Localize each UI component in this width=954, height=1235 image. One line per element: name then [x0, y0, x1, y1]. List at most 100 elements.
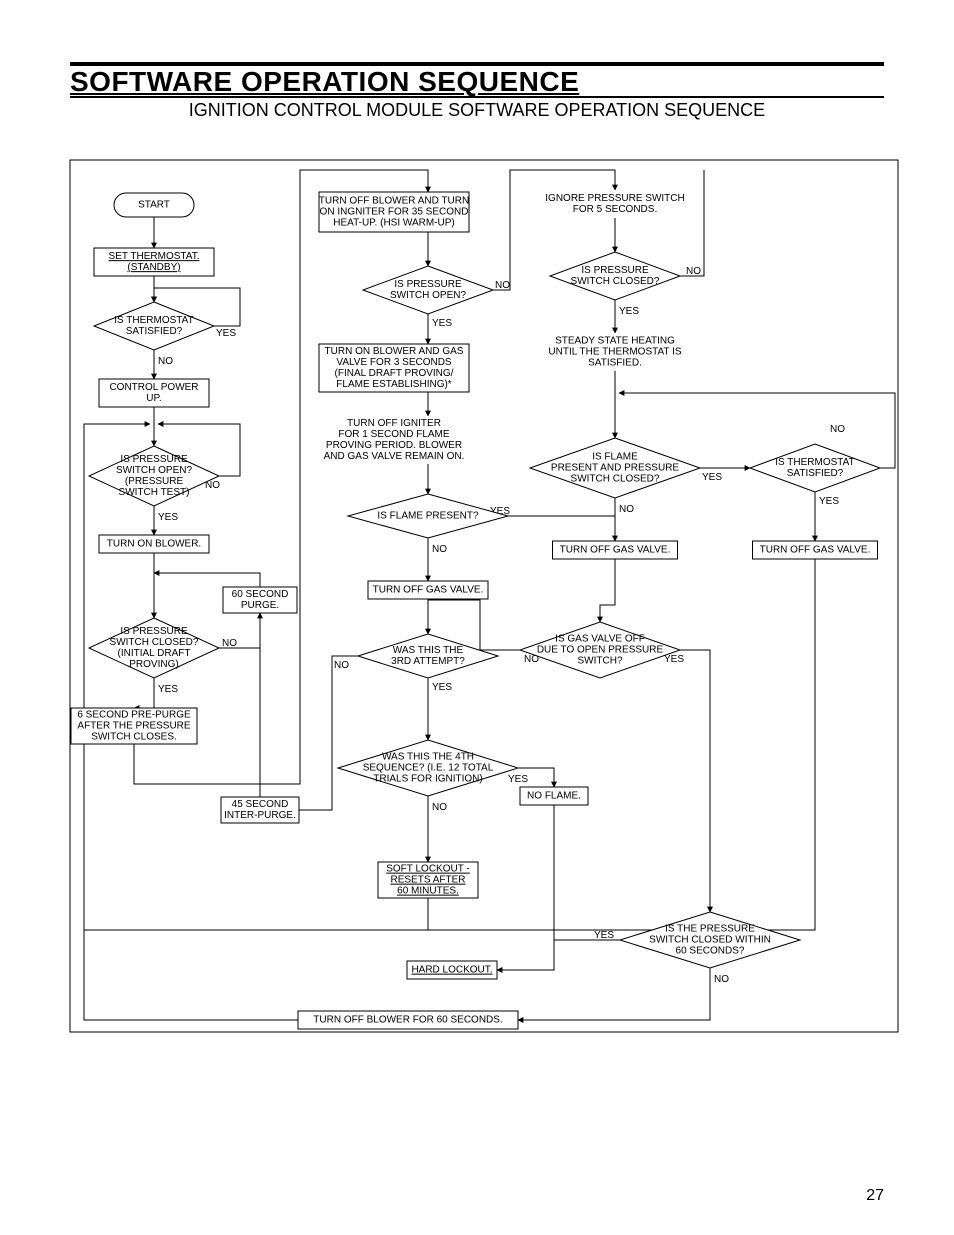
svg-text:TURN OFF IGNITER: TURN OFF IGNITER [347, 418, 441, 429]
edge-label: NO [830, 424, 845, 435]
svg-text:UP.: UP. [146, 393, 161, 404]
svg-text:PURGE.: PURGE. [241, 600, 279, 611]
svg-text:IS FLAME: IS FLAME [592, 452, 638, 463]
node-softLock: SOFT LOCKOUT -RESETS AFTER60 MINUTES. [378, 862, 478, 898]
svg-text:SWITCH OPEN?: SWITCH OPEN? [390, 290, 467, 301]
svg-text:IS PRESSURE: IS PRESSURE [581, 265, 649, 276]
svg-text:TURN OFF GAS VALVE.: TURN OFF GAS VALVE. [560, 545, 671, 556]
svg-text:IS GAS VALVE OFF: IS GAS VALVE OFF [555, 634, 645, 645]
svg-text:TRIALS FOR IGNITION): TRIALS FOR IGNITION) [373, 774, 482, 785]
svg-text:SATISFIED?: SATISFIED? [787, 468, 844, 479]
edge [497, 805, 554, 970]
svg-text:FOR 1 SECOND FLAME: FOR 1 SECOND FLAME [338, 429, 449, 440]
node-turnOnBlow: TURN ON BLOWER. [99, 535, 209, 553]
node-start: START [114, 193, 194, 217]
edge-label: YES [216, 328, 236, 339]
svg-text:SWITCH CLOSED?: SWITCH CLOSED? [110, 637, 199, 648]
node-gvOffPSQ: IS GAS VALVE OFFDUE TO OPEN PRESSURESWIT… [520, 622, 680, 678]
svg-text:HEAT-UP. (HSI WARM-UP): HEAT-UP. (HSI WARM-UP) [333, 218, 454, 229]
svg-text:PRESENT AND PRESSURE: PRESENT AND PRESSURE [551, 463, 680, 474]
svg-text:WAS THIS THE: WAS THIS THE [393, 645, 464, 656]
node-ignorePS5: IGNORE PRESSURE SWITCHFOR 5 SECONDS. [540, 190, 690, 218]
node-offGas3: TURN OFF GAS VALVE. [753, 541, 878, 559]
page-number: 27 [866, 1187, 884, 1205]
node-flamePresQ: IS FLAME PRESENT? [348, 494, 508, 538]
node-thermoSat: IS THERMOSTATSATISFIED? [94, 302, 214, 350]
edge-label: YES [158, 512, 178, 523]
node-ps60Q: IS THE PRESSURESWITCH CLOSED WITHIN60 SE… [620, 912, 800, 968]
node-purge60: 60 SECONDPURGE. [223, 587, 297, 613]
node-pressOpenQ: IS PRESSURESWITCH OPEN?(PRESSURESWITCH T… [89, 446, 219, 506]
page-canvas: SOFTWARE OPERATION SEQUENCE IGNITION CON… [0, 0, 954, 1235]
svg-text:INTER-PURGE.: INTER-PURGE. [224, 810, 296, 821]
svg-text:SWITCH TEST): SWITCH TEST) [119, 487, 190, 498]
svg-text:IS THERMOSTAT: IS THERMOSTAT [775, 457, 854, 468]
svg-text:SWITCH?: SWITCH? [578, 656, 623, 667]
svg-text:6 SECOND PRE-PURGE: 6 SECOND PRE-PURGE [77, 710, 191, 721]
svg-text:TURN OFF BLOWER AND TURN: TURN OFF BLOWER AND TURN [319, 196, 469, 207]
edge [260, 656, 358, 810]
svg-text:TURN ON BLOWER AND GAS: TURN ON BLOWER AND GAS [325, 346, 464, 357]
svg-text:IS THE PRESSURE: IS THE PRESSURE [665, 924, 755, 935]
svg-text:SEQUENCE? (I.E. 12 TOTAL: SEQUENCE? (I.E. 12 TOTAL [363, 763, 494, 774]
edge-label: YES [702, 472, 722, 483]
node-thirdAttQ: WAS THIS THE3RD ATTEMPT? [358, 634, 498, 678]
svg-text:TURN OFF BLOWER FOR 60 SECONDS: TURN OFF BLOWER FOR 60 SECONDS. [313, 1015, 502, 1026]
svg-text:TURN OFF GAS VALVE.: TURN OFF GAS VALVE. [373, 585, 484, 596]
svg-text:START: START [138, 200, 170, 211]
edge [680, 170, 704, 276]
svg-text:RESETS AFTER: RESETS AFTER [390, 875, 465, 886]
edge-label: YES [594, 930, 614, 941]
node-ctrlPower: CONTROL POWERUP. [99, 379, 209, 407]
node-pressClosedQ2: IS PRESSURESWITCH CLOSED? [550, 252, 680, 300]
edge-label: NO [714, 974, 729, 985]
svg-text:DUE TO OPEN PRESSURE: DUE TO OPEN PRESSURE [537, 645, 664, 656]
edge-label: NO [432, 544, 447, 555]
edge-label: YES [508, 774, 528, 785]
node-offGas2: TURN OFF GAS VALVE. [553, 541, 678, 559]
svg-text:FOR 5 SECONDS.: FOR 5 SECONDS. [573, 204, 657, 215]
node-flamePSQ: IS FLAMEPRESENT AND PRESSURESWITCH CLOSE… [530, 438, 700, 498]
svg-text:ON INGNITER FOR 35 SECOND: ON INGNITER FOR 35 SECOND [320, 207, 469, 218]
node-offGas1: TURN OFF GAS VALVE. [368, 581, 488, 599]
svg-text:(INITIAL DRAFT: (INITIAL DRAFT [118, 648, 191, 659]
edge [600, 559, 615, 622]
svg-text:WAS THIS THE 4TH: WAS THIS THE 4TH [382, 752, 474, 763]
svg-text:SWITCH CLOSED WITHIN: SWITCH CLOSED WITHIN [649, 935, 771, 946]
svg-text:60 SECONDS?: 60 SECONDS? [676, 946, 745, 957]
svg-text:SATISFIED.: SATISFIED. [588, 358, 642, 369]
node-setThermo: SET THERMOSTAT.(STANDBY) [94, 248, 214, 276]
svg-text:SWITCH CLOSES.: SWITCH CLOSES. [91, 732, 177, 743]
node-hardLock: HARD LOCKOUT. [407, 961, 497, 979]
edge [134, 678, 154, 708]
svg-text:60 SECOND: 60 SECOND [232, 589, 289, 600]
node-blowerOff60: TURN OFF BLOWER FOR 60 SECONDS. [298, 1011, 518, 1029]
edge-label: NO [222, 638, 237, 649]
svg-text:(STANDBY): (STANDBY) [127, 262, 180, 273]
svg-text:IS PRESSURE: IS PRESSURE [394, 279, 462, 290]
node-pressClosedQ: IS PRESSURESWITCH CLOSED?(INITIAL DRAFTP… [89, 618, 219, 678]
svg-text:TURN ON BLOWER.: TURN ON BLOWER. [107, 539, 201, 550]
svg-text:SWITCH OPEN?: SWITCH OPEN? [116, 465, 193, 476]
svg-text:UNTIL THE THERMOSTAT IS: UNTIL THE THERMOSTAT IS [548, 347, 681, 358]
node-noFlame: NO FLAME. [520, 787, 588, 805]
svg-text:IS PRESSURE: IS PRESSURE [120, 626, 188, 637]
svg-text:60 MINUTES.: 60 MINUTES. [397, 886, 459, 897]
svg-text:IGNORE PRESSURE SWITCH: IGNORE PRESSURE SWITCH [545, 193, 684, 204]
svg-text:PROVING PERIOD. BLOWER: PROVING PERIOD. BLOWER [326, 440, 462, 451]
svg-text:FLAME ESTABLISHING)*: FLAME ESTABLISHING)* [336, 379, 452, 390]
edge [680, 650, 710, 912]
node-igniter35: TURN OFF BLOWER AND TURNON INGNITER FOR … [319, 192, 469, 232]
edge-label: YES [158, 684, 178, 695]
svg-text:AFTER THE PRESSURE: AFTER THE PRESSURE [77, 721, 190, 732]
svg-text:STEADY STATE HEATING: STEADY STATE HEATING [555, 336, 675, 347]
edge-label: NO [158, 356, 173, 367]
svg-text:IS THERMOSTAT: IS THERMOSTAT [114, 315, 193, 326]
edge [518, 968, 710, 1020]
edge-label: NO [334, 660, 349, 671]
flowchart-svg: NOYESYESYESNONOYESNOYESNONOYESNOYESYESYE… [0, 0, 954, 1235]
edge-label: YES [819, 496, 839, 507]
node-blowGas3: TURN ON BLOWER AND GASVALVE FOR 3 SECOND… [319, 344, 469, 392]
node-igniterOff1: TURN OFF IGNITERFOR 1 SECOND FLAMEPROVIN… [314, 416, 474, 464]
svg-text:SWITCH CLOSED?: SWITCH CLOSED? [571, 474, 660, 485]
